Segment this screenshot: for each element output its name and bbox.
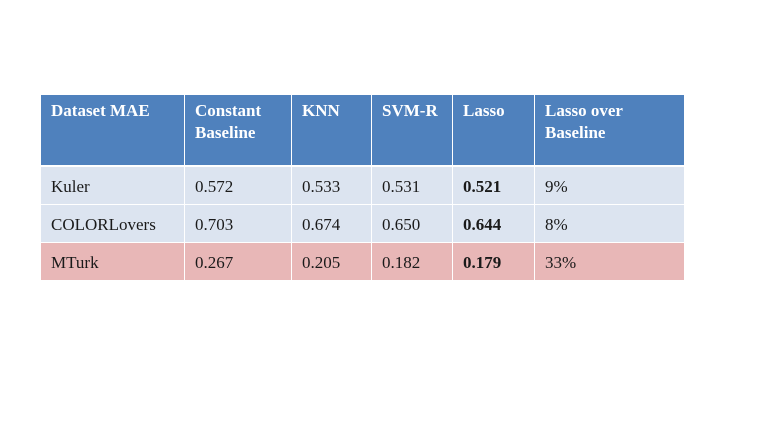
header-row: Dataset MAE Constant Baseline KNN SVM-R … [40, 95, 685, 167]
header-knn: KNN [291, 95, 372, 167]
lasso-over-baseline-cell: 8% [534, 204, 685, 243]
constant-baseline-cell: 0.703 [184, 204, 292, 243]
header-lasso-over-baseline: Lasso over Baseline [534, 95, 685, 167]
table-row-colorlovers: COLORLovers 0.703 0.674 0.650 0.644 8% [40, 204, 685, 243]
header-lasso: Lasso [452, 95, 535, 167]
dataset-cell: COLORLovers [40, 204, 185, 243]
lasso-cell: 0.521 [452, 166, 535, 205]
dataset-cell: Kuler [40, 166, 185, 205]
knn-cell: 0.533 [291, 166, 372, 205]
results-table: Dataset MAE Constant Baseline KNN SVM-R … [40, 95, 685, 281]
lasso-over-baseline-cell: 9% [534, 166, 685, 205]
constant-baseline-cell: 0.572 [184, 166, 292, 205]
table-row-kuler: Kuler 0.572 0.533 0.531 0.521 9% [40, 166, 685, 205]
knn-cell: 0.674 [291, 204, 372, 243]
svm-r-cell: 0.650 [371, 204, 453, 243]
svm-r-cell: 0.182 [371, 242, 453, 281]
table-row-mturk: MTurk 0.267 0.205 0.182 0.179 33% [40, 242, 685, 281]
lasso-cell: 0.179 [452, 242, 535, 281]
svm-r-cell: 0.531 [371, 166, 453, 205]
knn-cell: 0.205 [291, 242, 372, 281]
header-dataset-mae: Dataset MAE [40, 95, 185, 167]
lasso-cell: 0.644 [452, 204, 535, 243]
lasso-over-baseline-cell: 33% [534, 242, 685, 281]
header-constant-baseline: Constant Baseline [184, 95, 292, 167]
header-svm-r: SVM-R [371, 95, 453, 167]
dataset-cell: MTurk [40, 242, 185, 281]
constant-baseline-cell: 0.267 [184, 242, 292, 281]
